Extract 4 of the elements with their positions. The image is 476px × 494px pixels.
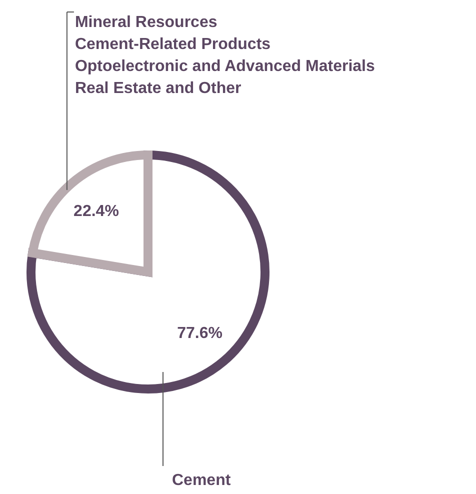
data-label: 22.4% [74, 203, 119, 220]
data-label: 77.6% [177, 324, 222, 342]
slice-label: Cement [172, 472, 232, 489]
slice-label: Mineral Resources Cement-Related Products Optoelectronic and Advanced Materials Real Estate and Other [74, 14, 375, 97]
